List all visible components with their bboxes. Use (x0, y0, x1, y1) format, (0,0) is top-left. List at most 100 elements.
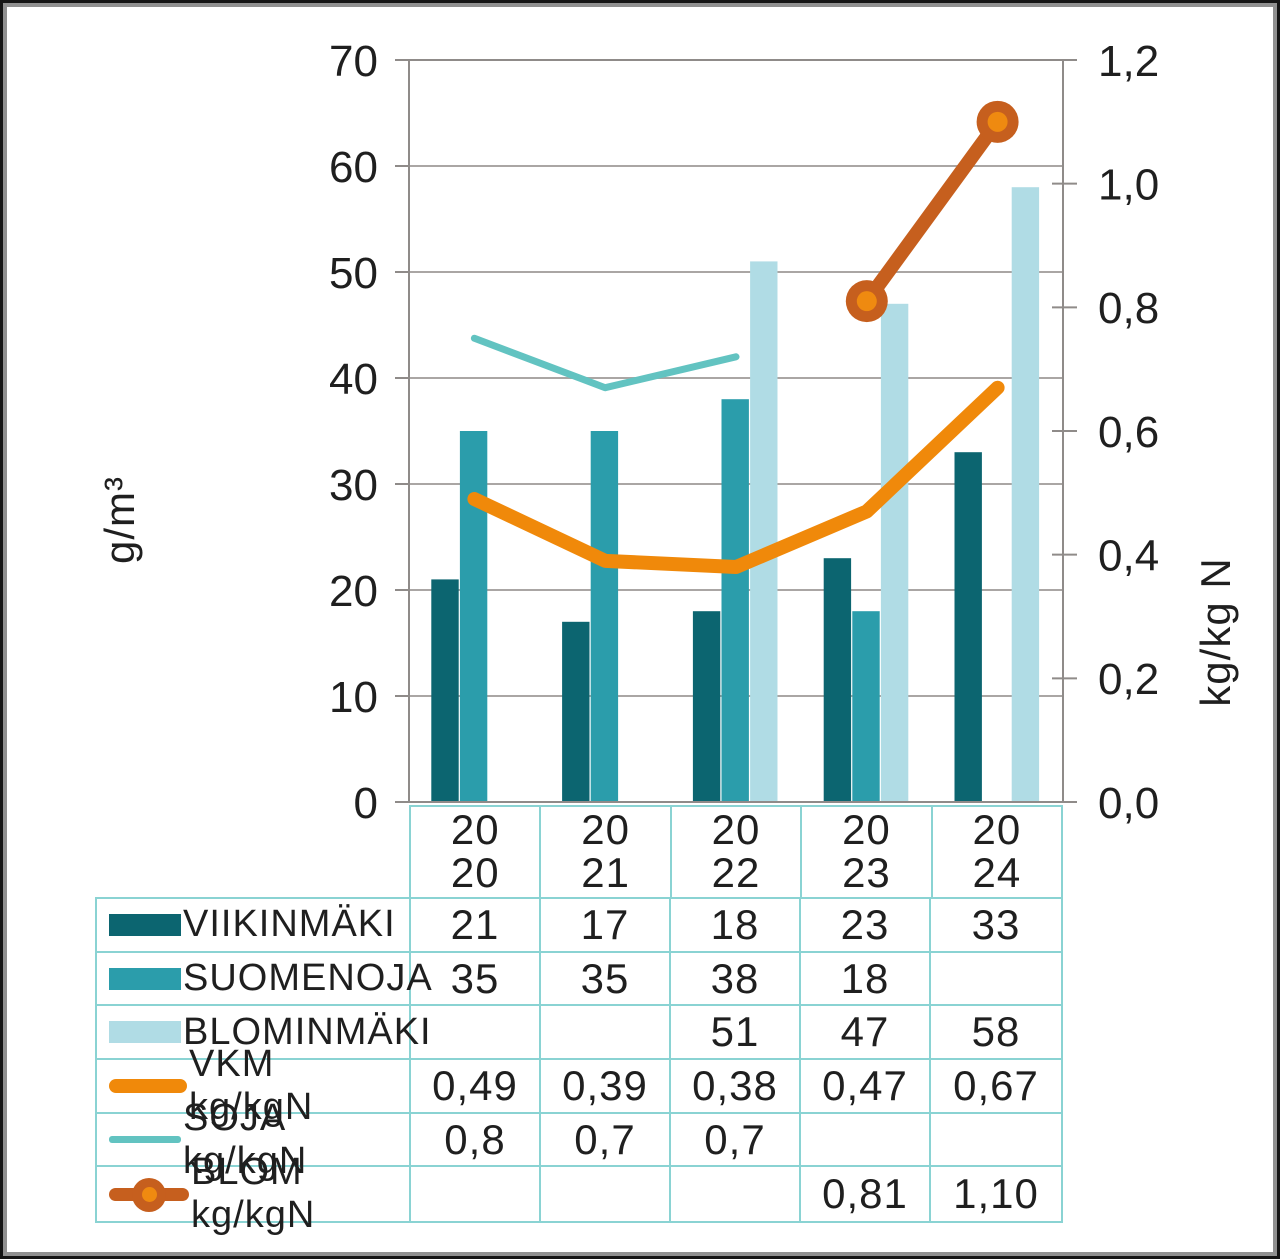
legend-marker-inner (141, 1187, 157, 1203)
table-cell-BLOM kg/kgN-2022 (671, 1167, 801, 1222)
table-cell-SUOMENOJA-2020: 35 (411, 952, 541, 1007)
table-cell-BLOM kg/kgN-2023: 0,81 (801, 1167, 931, 1222)
bar-BLOMINMÄKI (880, 303, 909, 802)
right-axis-title: kg/kg N (1192, 557, 1239, 707)
bar-VIIKINMÄKI (431, 579, 459, 802)
line-SOJA kg/kgN (470, 334, 740, 392)
legend-cell-BLOM kg/kgN: BLOM kg/kgN (97, 1151, 411, 1236)
line-BLOM kg/kgN (859, 114, 1005, 309)
legend-label: BLOM kg/kgN (191, 1151, 316, 1237)
table-cell-BLOM kg/kgN-2024: 1,10 (953, 1170, 1039, 1218)
legend-swatch-line (109, 1078, 187, 1093)
marker-inner-BLOM kg/kgN (987, 111, 1008, 132)
legend-label: VKM kg/kgN (189, 1042, 314, 1128)
data-table: VIIKINMÄKI 21 17 18 23 33 SUOMENOJA 35 35 38 18 BLO… (95, 897, 1063, 1236)
table-cell-SOJA kg/kgN-2024 (931, 1114, 1061, 1168)
right-axis-tick-label: 1,0 (1098, 161, 1159, 210)
right-axis-tick-label: 1,2 (1098, 37, 1159, 86)
legend-cell-VIIKINMÄKI: VIIKINMÄKI (97, 899, 411, 953)
table-cell-BLOM kg/kgN-2021 (541, 1167, 671, 1222)
table-cell-VKM kg/kgN-2022: 0,38 (671, 1060, 801, 1114)
left-axis-tick-label: 60 (329, 143, 378, 192)
table-cell-SUOMENOJA-2022: 38 (671, 952, 801, 1007)
x-axis-label-2021: 20 21 (541, 806, 672, 897)
x-axis-category-row: 20 20 20 21 20 22 20 23 20 24 (409, 805, 1063, 897)
legend-swatch-bar (109, 1021, 181, 1044)
right-axis-tick-label: 0,8 (1098, 284, 1159, 333)
right-axis-tick-label: 0,0 (1098, 779, 1159, 828)
table-cell-SOJA kg/kgN-2021: 0,7 (541, 1113, 671, 1168)
x-axis-label-line: 20 (450, 806, 500, 854)
bar-VIIKINMÄKI (562, 621, 590, 802)
left-axis-tick-label: 30 (329, 461, 378, 510)
legend-label: BLOMINMÄKI (183, 1010, 432, 1053)
line-VKM kg/kgN (467, 380, 1005, 575)
table-cell-VIIKINMÄKI-2022: 18 (671, 899, 801, 953)
table-cell-BLOMINMÄKI-2020 (411, 1006, 541, 1061)
left-axis-tick-label: 10 (329, 673, 378, 722)
table-cell-VIIKINMÄKI-2023: 23 (801, 899, 931, 953)
table-cell-BLOMINMÄKI-2023: 47 (801, 1006, 931, 1061)
bar-SUOMENOJA (459, 431, 488, 802)
table-cell-BLOM kg/kgN-2020 (411, 1167, 541, 1222)
table-cell-SUOMENOJA-2024 (931, 953, 1061, 1007)
x-axis-label-2024: 20 24 (933, 807, 1061, 897)
table-cell-VKM kg/kgN-2021: 0,39 (541, 1060, 671, 1114)
table-cell-VIIKINMÄKI-2021: 17 (541, 899, 671, 953)
x-axis-label-line: 20 (450, 849, 500, 896)
bar-BLOMINMÄKI (750, 261, 778, 802)
legend-swatch-line-marker (109, 1177, 189, 1212)
legend-cell-SOJA kg/kgN: SOJA kg/kgN (97, 1097, 411, 1182)
x-axis-label-line: 21 (581, 849, 630, 896)
table-cell-BLOMINMÄKI-2022: 51 (671, 1006, 801, 1061)
x-axis-label-line: 24 (972, 849, 1022, 896)
table-cell-VKM kg/kgN-2024: 0,67 (931, 1060, 1061, 1114)
table-cell-BLOMINMÄKI-2021 (541, 1006, 671, 1061)
left-axis-title: g/m³ (96, 476, 143, 564)
x-axis-label-2020: 20 20 (411, 806, 542, 897)
x-axis-label-2022: 20 22 (672, 806, 803, 897)
table-cell-SOJA kg/kgN-2020: 0,8 (411, 1113, 541, 1168)
x-axis-label-line: 20 (842, 806, 891, 854)
x-axis-label-2023: 20 23 (802, 806, 933, 897)
table-cell-VKM kg/kgN-2023: 0,47 (801, 1060, 931, 1114)
legend-cell-BLOMINMÄKI: BLOMINMÄKI (97, 1006, 431, 1061)
left-axis-tick-label: 40 (329, 355, 378, 404)
right-axis-tick-label: 0,2 (1098, 655, 1159, 704)
table-cell-VKM kg/kgN-2020: 0,49 (411, 1060, 541, 1114)
left-axis-tick-label: 0 (354, 779, 378, 828)
legend-cell-SUOMENOJA: SUOMENOJA (97, 952, 432, 1007)
table-cell-SOJA kg/kgN-2023 (801, 1113, 931, 1168)
bar-SUOMENOJA (721, 399, 749, 802)
x-axis-label-line: 23 (842, 849, 891, 896)
x-axis-label-line: 20 (972, 806, 1022, 854)
x-axis-label-line: 22 (711, 849, 761, 896)
table-cell-SUOMENOJA-2021: 35 (541, 952, 671, 1007)
left-axis-tick-label: 20 (329, 567, 378, 616)
bar-BLOMINMÄKI (1011, 187, 1040, 802)
legend-cell-VKM kg/kgN: VKM kg/kgN (97, 1043, 411, 1128)
left-axis-tick-label: 70 (329, 37, 378, 86)
legend-label: VIIKINMÄKI (183, 903, 396, 946)
bar-SUOMENOJA (852, 611, 880, 802)
legend-swatch-line (109, 1136, 181, 1144)
marker-inner-BLOM kg/kgN (856, 291, 877, 312)
legend-swatch-bar (109, 913, 181, 936)
bar-VIIKINMÄKI (692, 611, 721, 802)
table-cell-VIIKINMÄKI-2024: 33 (931, 899, 1061, 953)
table-cell-SOJA kg/kgN-2022: 0,7 (671, 1113, 801, 1168)
legend-label: SUOMENOJA (183, 957, 433, 1000)
bar-SUOMENOJA (590, 431, 619, 802)
legend-swatch-bar (109, 967, 181, 990)
bar-VIIKINMÄKI (823, 558, 852, 802)
right-axis-tick-label: 0,6 (1098, 408, 1159, 457)
table-cell-BLOMINMÄKI-2024: 58 (931, 1006, 1061, 1061)
bar-VIIKINMÄKI (954, 452, 982, 802)
x-axis-label-line: 20 (581, 806, 630, 854)
x-axis-label-line: 20 (711, 806, 761, 854)
table-cell-SUOMENOJA-2023: 18 (801, 952, 931, 1007)
table-cell-VIIKINMÄKI-2020: 21 (411, 899, 541, 953)
left-axis-tick-label: 50 (329, 249, 378, 298)
